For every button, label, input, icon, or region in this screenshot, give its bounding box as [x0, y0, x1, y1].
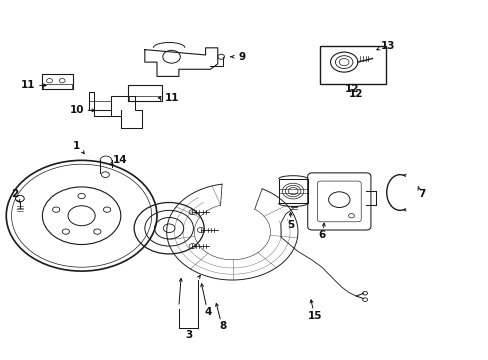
- Text: 7: 7: [417, 189, 425, 199]
- Text: 15: 15: [307, 311, 322, 321]
- Text: 12: 12: [345, 84, 359, 94]
- Bar: [319, 46, 385, 84]
- Text: 4: 4: [204, 307, 211, 317]
- Text: 5: 5: [286, 220, 294, 230]
- Text: 8: 8: [219, 321, 226, 332]
- Text: 6: 6: [318, 230, 325, 240]
- Text: 14: 14: [113, 156, 127, 165]
- Text: 2: 2: [11, 189, 19, 199]
- Text: 1: 1: [73, 141, 80, 151]
- Text: 3: 3: [184, 330, 192, 341]
- Text: 12: 12: [348, 89, 363, 99]
- Text: 10: 10: [69, 105, 84, 115]
- Text: 11: 11: [21, 80, 35, 90]
- Text: 9: 9: [238, 52, 245, 62]
- Text: 11: 11: [164, 93, 179, 103]
- Text: 13: 13: [380, 41, 394, 51]
